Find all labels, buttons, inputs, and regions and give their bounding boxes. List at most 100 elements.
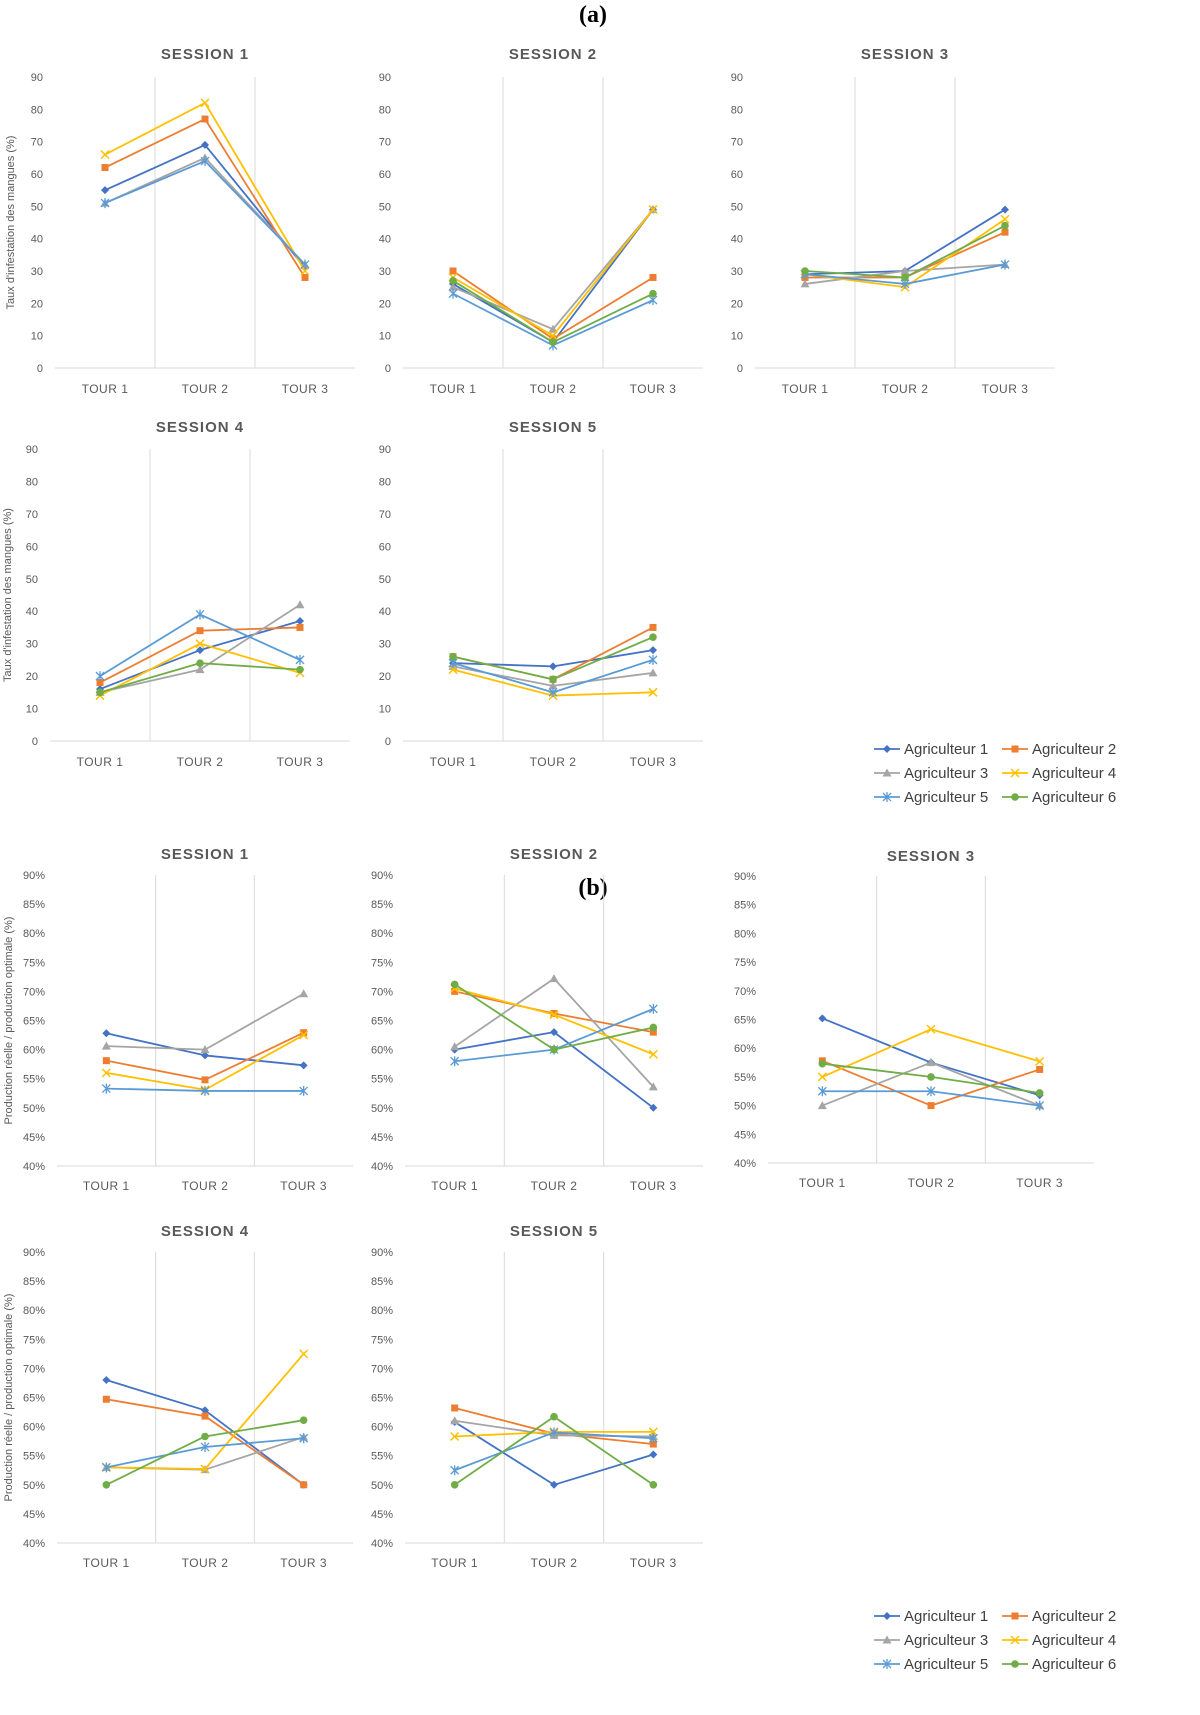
series-line-agriculteur-6 [105,1419,304,1486]
data-point-agriculteur-6 [96,688,104,697]
data-point-agriculteur-3 [299,989,309,998]
legend-swatch-marker [882,1659,892,1669]
y-tick-label: 40 [731,234,743,246]
chart-a-session-1: SESSION 1 0 10 20 30 40 50 60 70 80 90 TOUR 1 TOUR 2… [5,46,355,396]
x-tick-label: TOUR 2 [177,755,224,769]
y-tick-label: 30 [731,266,743,278]
legend-swatch-marker [1011,1612,1019,1620]
data-point-agriculteur-4 [448,665,458,675]
series-agriculteur-5 [100,156,310,270]
data-point-agriculteur-6 [649,633,657,641]
series-agriculteur-3 [448,205,658,333]
legend-a: Agriculteur 1 Agriculteur 2 Agriculteur 3 A… [874,741,1116,806]
y-tick-label: 20 [379,671,391,683]
data-point-agriculteur-5 [100,198,110,209]
chart-title: SESSION 3 [887,848,975,865]
data-point-agriculteur-5 [95,671,105,682]
y-axis-label: Taux d'infestation des mangues (%) [2,508,14,682]
y-axis-label: Taux d'infestation des mangues (%) [5,136,17,310]
data-point-agriculteur-5 [195,609,205,620]
data-point-agriculteur-4 [648,205,658,215]
y-tick-label: 0 [737,363,743,375]
y-tick-label: 10 [379,331,391,343]
data-point-agriculteur-2 [649,1028,657,1036]
y-tick-label: 70% [23,1363,45,1375]
y-tick-label: 80 [379,104,391,116]
y-tick-label: 90 [31,72,43,84]
series-agriculteur-5 [817,1086,1045,1111]
y-tick-label: 80% [23,928,45,940]
y-tick-label: 80% [371,1305,393,1317]
legend-label: Agriculteur 2 [1032,741,1116,758]
data-point-agriculteur-6 [818,1059,827,1068]
legend-item-agriculteur-3: Agriculteur 3 [874,765,988,782]
y-tick-label: 10 [379,704,391,716]
data-point-agriculteur-4 [926,1024,936,1034]
y-tick-label: 10 [731,331,743,343]
data-point-agriculteur-6 [649,1023,658,1032]
data-point-agriculteur-5 [299,1085,309,1096]
legend-label: Agriculteur 5 [904,789,988,806]
legend-item-agriculteur-4: Agriculteur 4 [1002,1632,1116,1649]
legend-label: Agriculteur 3 [904,765,988,782]
charts-area: SESSION 1 0 10 20 30 40 50 60 70 80 90 TOUR 1 TOUR 2… [2,46,1094,1570]
data-point-agriculteur-5 [648,1433,658,1444]
series-agriculteur-6 [818,1059,1044,1097]
data-point-agriculteur-5 [295,654,305,665]
x-tick-label: TOUR 1 [83,1179,130,1193]
data-point-agriculteur-4 [648,1427,658,1437]
legend-item-agriculteur-5: Agriculteur 5 [874,789,988,806]
y-tick-label: 80% [734,928,756,940]
legend-label: Agriculteur 2 [1032,1608,1116,1625]
x-tick-label: TOUR 3 [277,755,324,769]
data-point-agriculteur-4 [548,331,558,341]
y-tick-label: 30 [379,266,391,278]
legend-label: Agriculteur 6 [1032,789,1116,806]
x-tick-label: TOUR 3 [630,382,677,396]
series-agriculteur-5 [448,654,658,698]
y-tick-label: 90% [23,870,45,882]
data-point-agriculteur-1 [102,1376,111,1385]
y-tick-label: 45% [23,1509,45,1521]
data-point-agriculteur-6 [201,1432,209,1441]
data-point-agriculteur-3 [648,668,658,677]
series-line-agriculteur-4 [821,1028,1040,1078]
series-agriculteur-2 [451,1404,657,1448]
y-tick-label: 60% [23,1422,45,1434]
data-point-agriculteur-2 [451,987,459,995]
legend-item-agriculteur-3: Agriculteur 3 [874,1632,988,1649]
chart-title: SESSION 4 [156,419,244,436]
y-tick-label: 50 [379,574,391,586]
series-agriculteur-2 [102,1029,308,1084]
y-tick-label: 55% [23,1451,45,1463]
data-point-agriculteur-3 [200,1045,210,1054]
data-point-agriculteur-2 [102,1395,110,1403]
data-point-agriculteur-5 [101,1083,111,1094]
data-point-agriculteur-1 [550,1480,558,1489]
data-point-agriculteur-5 [1000,259,1010,270]
data-point-agriculteur-6 [102,1481,111,1489]
x-tick-label: TOUR 1 [799,1176,846,1190]
x-tick-label: TOUR 2 [531,1179,578,1193]
x-tick-label: TOUR 3 [630,1556,677,1570]
series-line-agriculteur-3 [106,992,305,1051]
series-agriculteur-3 [101,989,309,1054]
series-agriculteur-4 [100,98,310,276]
data-point-agriculteur-3 [549,974,559,983]
legend-item-agriculteur-6: Agriculteur 6 [1002,1656,1116,1673]
data-point-agriculteur-2 [102,1057,110,1065]
data-point-agriculteur-4 [195,639,205,649]
y-tick-label: 0 [32,736,38,748]
data-point-agriculteur-5 [926,1086,936,1097]
y-tick-label: 60% [23,1045,45,1057]
data-point-agriculteur-2 [1036,1065,1044,1073]
data-point-agriculteur-6 [299,1416,308,1424]
legend-swatch-marker [882,768,892,777]
series-agriculteur-6 [449,276,657,346]
data-point-agriculteur-5 [300,259,310,270]
series-line-agriculteur-4 [452,209,654,337]
y-tick-label: 50 [26,574,38,586]
data-point-agriculteur-5 [101,1462,111,1473]
y-tick-label: 80 [31,104,43,116]
y-tick-label: 70 [26,509,38,521]
